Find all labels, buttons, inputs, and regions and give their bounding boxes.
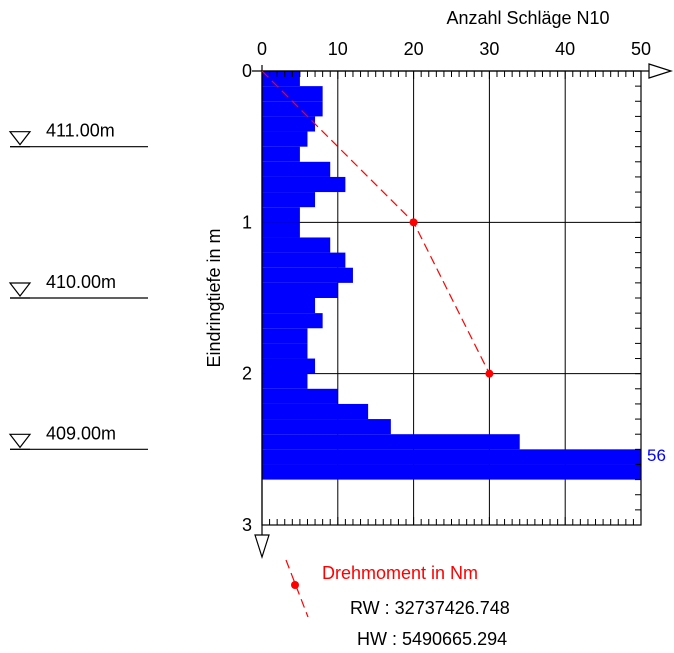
blow-count-bar — [262, 343, 308, 359]
y-tick-label: 3 — [242, 515, 252, 535]
hw-coordinate: HW : 5490665.294 — [357, 629, 507, 649]
torque-series — [261, 70, 494, 378]
water-level-icon — [8, 282, 32, 299]
blow-count-bar — [262, 464, 641, 480]
blow-count-bar — [262, 403, 369, 420]
elevation-label: 411.00m — [46, 121, 115, 141]
x-tick-label: 20 — [404, 39, 424, 59]
blow-count-bar — [262, 298, 316, 314]
legend-line-icon — [285, 559, 309, 618]
x-tick-label: 30 — [479, 39, 499, 59]
y-tick-labels: 0 1 2 3 — [242, 61, 252, 535]
blow-count-bar — [262, 237, 331, 253]
rw-coordinate: RW : 32737426.748 — [350, 598, 510, 618]
blow-count-bar — [262, 161, 331, 177]
blow-count-bar — [262, 388, 338, 404]
elevation-label: 410.00m — [46, 272, 116, 292]
blow-count-bars — [262, 71, 641, 480]
blow-count-bar — [262, 449, 641, 465]
x-tick-label: 10 — [328, 39, 348, 59]
elevation-label: 409.00m — [46, 423, 116, 443]
blow-count-bar — [262, 282, 338, 298]
blow-count-bar — [262, 116, 316, 132]
y-tick-label: 2 — [242, 364, 252, 384]
chart-title: Anzahl Schläge N10 — [446, 8, 609, 28]
torque-point — [485, 369, 494, 378]
torque-point — [409, 218, 418, 227]
blow-count-bar — [262, 222, 300, 238]
blow-count-bar — [262, 358, 316, 374]
x-tick-label: 50 — [631, 39, 651, 59]
blow-count-bar — [262, 207, 300, 223]
y-tick-label: 1 — [242, 212, 252, 232]
blow-count-bar — [262, 373, 308, 389]
overflow-value-label: 56 — [647, 446, 666, 465]
minor-ticks — [261, 70, 642, 526]
blow-count-bar — [262, 71, 300, 87]
blow-count-bar — [262, 146, 300, 162]
x-tick-label: 40 — [555, 39, 575, 59]
elevation-markers: 411.00m 410.00m 409.00m — [8, 121, 148, 450]
blow-count-bar — [262, 313, 323, 329]
x-tick-labels: 0 10 20 30 40 50 — [257, 39, 651, 59]
blow-count-bar — [262, 101, 323, 117]
legend-marker-icon — [291, 581, 299, 589]
blow-count-bar — [262, 252, 346, 268]
blow-count-bar — [262, 131, 308, 147]
blow-count-bar — [262, 434, 520, 450]
blow-count-bar — [262, 267, 353, 283]
legend-label: Drehmoment in Nm — [322, 563, 478, 583]
blow-count-bar — [262, 328, 308, 344]
blow-count-bar — [262, 176, 346, 193]
blow-count-bar — [262, 86, 323, 102]
water-level-icon — [8, 131, 32, 148]
x-tick-label: 0 — [257, 39, 267, 59]
y-axis-arrow-icon — [254, 534, 270, 559]
x-axis-arrow-icon — [648, 63, 673, 79]
y-tick-label: 0 — [242, 61, 252, 81]
plot-frame — [252, 63, 673, 559]
y-axis-label: Eindringtiefe in m — [204, 228, 224, 367]
legend: Drehmoment in Nm — [285, 559, 478, 618]
blow-count-bar — [262, 419, 391, 435]
water-level-icon — [8, 433, 32, 450]
blow-count-bar — [262, 192, 316, 208]
